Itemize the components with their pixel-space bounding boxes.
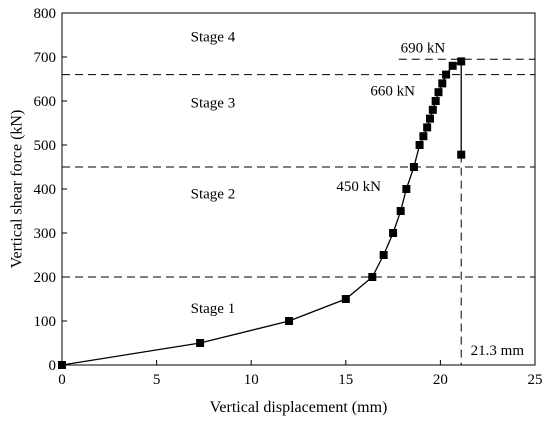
series-line (61, 60, 462, 366)
y-tick-label: 600 (34, 94, 57, 110)
data-point (423, 123, 432, 132)
x-tick-label: 25 (528, 372, 543, 388)
y-axis-ticks: 0 100 200 300 400 500 600 700 800 (34, 6, 67, 374)
y-tick-label: 400 (34, 182, 57, 198)
data-point (442, 70, 451, 79)
plot-frame (61, 12, 536, 366)
data-point (389, 229, 398, 237)
data-point (419, 132, 428, 141)
annotation-label: 690 kN (401, 41, 446, 57)
data-point (396, 207, 405, 215)
y-tick-label: 700 (34, 50, 57, 66)
plot-layer: Stage 4 Stage 3 Stage 2 Stage 1 690 kN 660 kN… (58, 12, 536, 369)
data-point (428, 105, 437, 114)
x-axis-ticks: 0 5 10 15 20 25 (58, 360, 543, 388)
x-axis-label: Vertical displacement (mm) (210, 399, 388, 416)
annotation-label: Stage 3 (191, 96, 236, 112)
data-point (431, 97, 440, 105)
annotation-label: Stage 2 (191, 187, 236, 203)
y-tick-label: 500 (34, 138, 57, 154)
x-tick-label: 0 (58, 372, 66, 388)
x-tick-label: 10 (244, 372, 259, 388)
y-tick-label: 200 (34, 270, 57, 286)
data-point (285, 317, 294, 325)
data-point (341, 295, 350, 303)
data-point (457, 150, 466, 159)
y-tick-label: 300 (34, 226, 57, 242)
data-point (196, 339, 205, 347)
data-point (379, 251, 388, 259)
data-point (402, 185, 411, 193)
x-tick-label: 5 (153, 372, 161, 388)
data-point (409, 163, 418, 171)
data-point (415, 141, 424, 149)
x-tick-label: 20 (433, 372, 448, 388)
annotation-label: Stage 1 (191, 301, 236, 317)
y-tick-label: 100 (34, 314, 57, 330)
data-point (425, 114, 434, 123)
y-axis-label: Vertical shear force (kN) (9, 110, 26, 269)
data-point (448, 61, 457, 70)
annotation-label: 660 kN (370, 83, 415, 99)
data-point (438, 79, 447, 88)
annotation-label: 21.3 mm (471, 343, 525, 359)
data-point (457, 57, 466, 66)
x-tick-label: 15 (338, 372, 353, 388)
annotation-label: 450 kN (336, 179, 381, 195)
data-point (368, 273, 377, 281)
annotation-label: Stage 4 (191, 30, 236, 46)
y-tick-label: 0 (49, 358, 57, 374)
y-tick-label: 800 (34, 6, 57, 22)
data-point (434, 88, 443, 97)
